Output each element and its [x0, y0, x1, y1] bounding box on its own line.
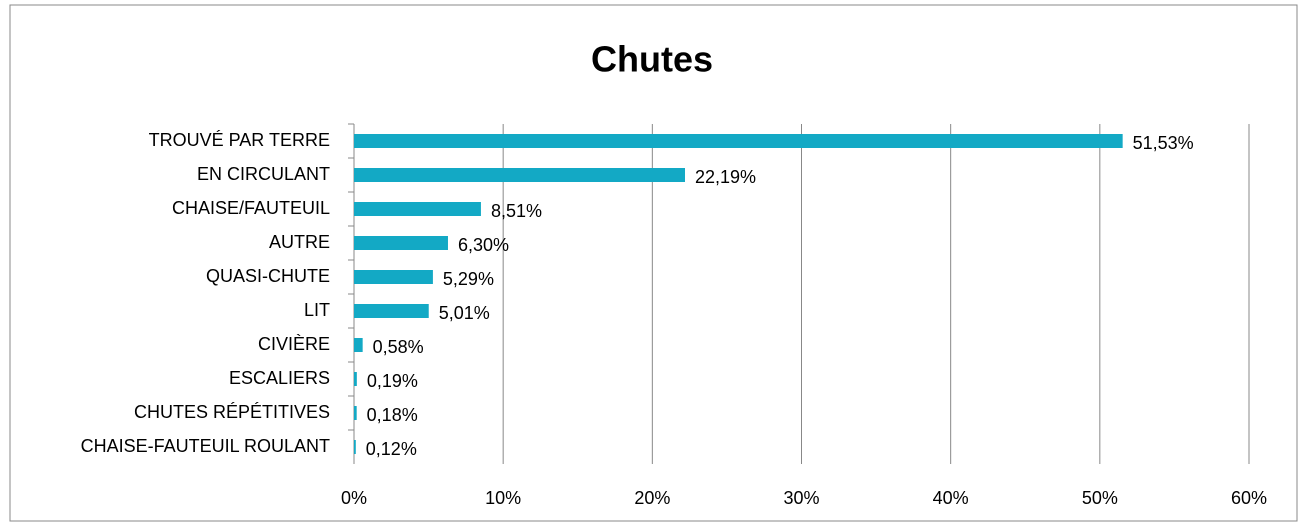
y-tick-label: EN CIRCULANT: [197, 164, 330, 184]
y-tick-label: TROUVÉ PAR TERRE: [149, 130, 330, 150]
x-tick-label: 50%: [1082, 488, 1118, 508]
bar: [354, 338, 363, 352]
x-tick-label: 0%: [341, 488, 367, 508]
data-label: 5,01%: [439, 303, 490, 323]
y-tick-label: QUASI-CHUTE: [206, 266, 330, 286]
data-label: 5,29%: [443, 269, 494, 289]
data-label: 0,18%: [367, 405, 418, 425]
data-label: 8,51%: [491, 201, 542, 221]
bar: [354, 202, 481, 216]
bar: [354, 236, 448, 250]
x-tick-label: 40%: [933, 488, 969, 508]
chart-border: [9, 4, 1298, 522]
y-tick-label: AUTRE: [269, 232, 330, 252]
data-label: 0,12%: [366, 439, 417, 459]
x-tick-label: 60%: [1231, 488, 1267, 508]
chart-title: Chutes: [591, 39, 713, 80]
x-tick-label: 10%: [485, 488, 521, 508]
x-tick-label: 30%: [783, 488, 819, 508]
y-tick-label: LIT: [304, 300, 330, 320]
bar: [354, 406, 357, 420]
y-tick-label: CHAISE-FAUTEUIL ROULANT: [81, 436, 330, 456]
bar: [354, 134, 1123, 148]
x-tick-label: 20%: [634, 488, 670, 508]
bar: [354, 372, 357, 386]
bar: [354, 440, 356, 454]
bar: [354, 168, 686, 182]
y-tick-label: CHUTES RÉPÉTITIVES: [134, 402, 330, 422]
y-tick-label: CHAISE/FAUTEUIL: [172, 198, 330, 218]
data-label: 0,58%: [373, 337, 424, 357]
data-label: 51,53%: [1133, 133, 1194, 153]
bar: [354, 270, 433, 284]
data-label: 6,30%: [458, 235, 509, 255]
y-tick-label: ESCALIERS: [229, 368, 330, 388]
data-label: 22,19%: [695, 167, 756, 187]
y-tick-label: CIVIÈRE: [258, 334, 330, 354]
bar: [354, 304, 429, 318]
data-label: 0,19%: [367, 371, 418, 391]
